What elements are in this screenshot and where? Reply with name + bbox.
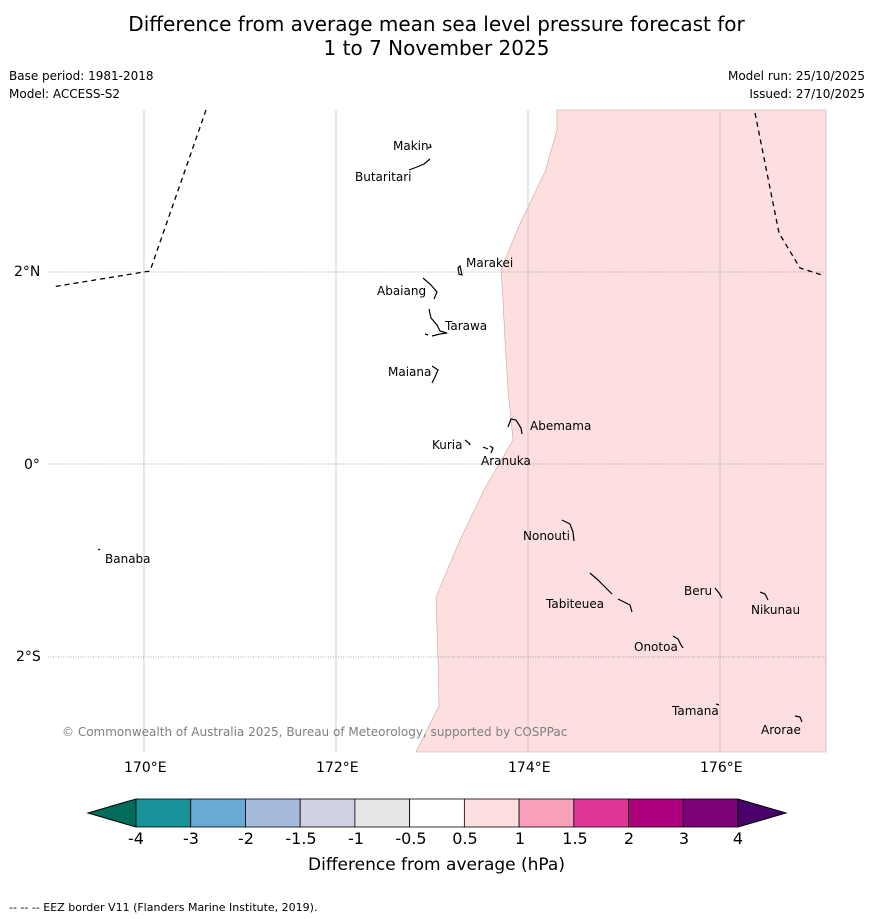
place-label: Onotoa [634, 640, 678, 654]
island-kuria [464, 439, 471, 446]
colorbar-tick-label: 4 [732, 829, 744, 848]
island-banaba [97, 548, 101, 551]
colorbar [86, 798, 788, 828]
place-label: Aranuka [481, 454, 531, 468]
colorbar-under-arrow [86, 798, 137, 828]
place-label: Butaritari [355, 170, 412, 184]
model-label: Model: ACCESS-S2 [9, 87, 121, 101]
place-label: Kuria [432, 438, 463, 452]
lon-tick-label: 176°E [700, 760, 743, 776]
island-onotoa [672, 635, 684, 649]
colorbar-tick-label: 3 [678, 829, 690, 848]
island-tabiteuea [589, 572, 633, 613]
lon-tick-label: 170°E [124, 760, 167, 776]
eez-border [51, 109, 823, 288]
chart-title-line2: 1 to 7 November 2025 [323, 36, 550, 60]
island-beru [714, 587, 723, 599]
place-label: Makin [393, 139, 429, 153]
place-label: Arorae [761, 723, 801, 737]
colorbar-segment [190, 798, 246, 828]
place-label: Nonouti [523, 529, 570, 543]
island-aranuka [482, 445, 494, 454]
place-label: Nikunau [751, 603, 801, 617]
place-label: Tabiteuea [546, 597, 605, 611]
colorbar-segment [628, 798, 684, 828]
colorbar-label: Difference from average (hPa) [308, 855, 565, 875]
lat-tick-label: 2°S [16, 649, 41, 665]
lon-tick-label: 174°E [508, 760, 551, 776]
colorbar-tick-label: -0.5 [395, 829, 427, 848]
longitude-gridlines [143, 110, 721, 752]
lon-tick-label: 172°E [316, 760, 359, 776]
island-abemama [507, 418, 523, 435]
colorbar-segment [409, 798, 465, 828]
island-maiana [431, 365, 439, 384]
colorbar-tick-label: -2 [238, 829, 254, 848]
island-makin [427, 143, 432, 149]
colorbar-segment [135, 798, 192, 828]
colorbar-over-arrow [737, 798, 788, 828]
island-tamana [715, 703, 720, 706]
colorbar-segment [573, 798, 629, 828]
eez-legend-note: -- -- -- EEZ border V11 (Flanders Marine… [9, 901, 318, 914]
colorbar-segment [299, 798, 356, 828]
island-nikunau [759, 591, 769, 601]
place-label: Tamana [672, 704, 719, 718]
lat-tick-label: 0° [24, 457, 40, 473]
pressure-anomaly-region [415, 109, 827, 753]
colorbar-segment [354, 798, 411, 828]
island-butaritari [408, 158, 431, 171]
colorbar-tick-label: 0.5 [452, 829, 478, 848]
place-label: Banaba [105, 552, 151, 566]
place-label: Abaiang [377, 284, 427, 298]
island-arorae [794, 715, 803, 723]
island-marakei [457, 264, 463, 276]
model-run-label: Model run: 25/10/2025 [727, 69, 865, 83]
lat-tick-label: 2°N [14, 264, 41, 280]
colorbar-tick-label: 1.5 [562, 829, 588, 848]
chart-title-line1: Difference from average mean sea level p… [128, 12, 745, 36]
island-nonouti [561, 519, 575, 542]
colorbar-tick-label: -3 [183, 829, 199, 848]
place-label: Abemama [530, 419, 592, 433]
place-label: Marakei [466, 256, 514, 270]
colorbar-tick-label: 2 [623, 829, 635, 848]
place-label: Tarawa [445, 319, 488, 333]
colorbar-tick-label: -1.5 [285, 829, 317, 848]
colorbar-segment [463, 798, 520, 828]
issued-label: Issued: 27/10/2025 [749, 87, 865, 101]
colorbar-tick-label: 1 [514, 829, 526, 848]
colorbar-segment [245, 798, 301, 828]
colorbar-tick-label: -4 [128, 829, 144, 848]
copyright-notice: © Commonwealth of Australia 2025, Bureau… [62, 725, 568, 739]
island-tarawa [424, 308, 448, 337]
island-abaiang [422, 277, 438, 300]
island-outlines [97, 143, 803, 723]
place-label: Beru [684, 584, 713, 598]
colorbar-segment [518, 798, 575, 828]
latitude-gridlines [48, 271, 826, 658]
base-period-label: Base period: 1981-2018 [9, 69, 154, 83]
colorbar-tick-label: -1 [348, 829, 364, 848]
place-label: Maiana [388, 365, 432, 379]
colorbar-segment [682, 798, 739, 828]
